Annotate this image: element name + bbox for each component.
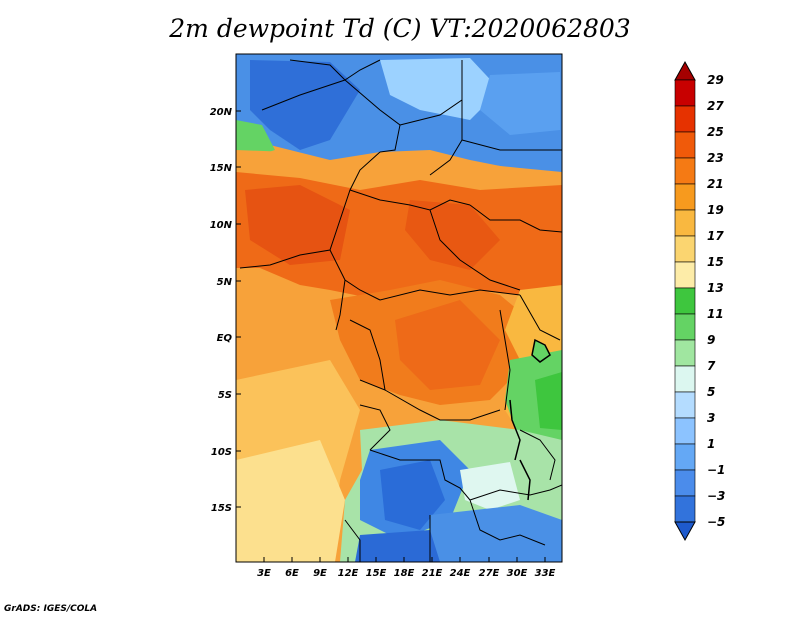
lat-label: 20N xyxy=(210,107,233,118)
colorbar-label: 19 xyxy=(707,203,724,217)
lat-label: 15N xyxy=(210,163,233,174)
colorbar-label: 29 xyxy=(707,73,724,87)
coast-green-region xyxy=(236,120,275,158)
colorbar-segment xyxy=(674,261,696,289)
lon-label: 33E xyxy=(535,568,556,579)
lon-label: 15E xyxy=(366,568,387,579)
lon-label: 21E xyxy=(422,568,443,579)
colorbar-segment xyxy=(674,183,696,211)
sahara-light-region xyxy=(380,58,500,120)
lon-labels: 3E 6E 9E 12E 15E 18E 21E 24E 27E 30E 33E xyxy=(257,568,555,579)
colorbar-label: 9 xyxy=(707,333,716,347)
lon-label: 6E xyxy=(285,568,299,579)
colorbar-label: 17 xyxy=(707,229,724,243)
lat-label: EQ xyxy=(217,333,233,344)
sahara-deep-region xyxy=(250,60,360,150)
lake-green-region xyxy=(535,372,562,430)
colorbar-label: 25 xyxy=(707,125,724,139)
colorbar-label: 27 xyxy=(707,99,724,113)
lon-label: 18E xyxy=(394,568,415,579)
colorbar-label: 15 xyxy=(707,255,724,269)
lat-labels: 20N 15N 10N 5N EQ 5S 10S 15S xyxy=(210,107,233,514)
lon-label: 30E xyxy=(507,568,528,579)
colorbar-segment xyxy=(674,235,696,263)
colorbar-segment xyxy=(674,131,696,159)
coast-pale-region xyxy=(236,440,345,562)
colorbar-segment xyxy=(674,391,696,419)
south-blue-region xyxy=(430,505,562,562)
congo-core-region xyxy=(395,300,500,390)
credit-text: GrADS: IGES/COLA xyxy=(4,604,98,614)
colorbar-segment xyxy=(674,469,696,497)
colorbar-label: −5 xyxy=(707,515,726,529)
colorbar xyxy=(674,60,696,542)
lat-label: 10S xyxy=(211,447,232,458)
south-deep-region xyxy=(380,460,445,530)
lon-label: 12E xyxy=(338,568,359,579)
colorbar-label: 7 xyxy=(707,359,716,373)
colorbar-segment xyxy=(674,313,696,341)
colorbar-segment xyxy=(674,209,696,237)
lon-label: 9E xyxy=(313,568,327,579)
colorbar-segment xyxy=(674,495,696,523)
nile-region xyxy=(480,72,560,135)
colorbar-label: 23 xyxy=(707,151,724,165)
country-borders xyxy=(239,59,562,562)
lon-label: 3E xyxy=(257,568,271,579)
colorbar-segment xyxy=(674,365,696,393)
colorbar-segment xyxy=(674,105,696,133)
colorbar-label: 5 xyxy=(707,385,716,399)
lat-ticks xyxy=(236,110,241,508)
colorbar-segment xyxy=(674,339,696,367)
lat-label: 5N xyxy=(217,277,233,288)
colorbar-label: 13 xyxy=(707,281,724,295)
map-frame xyxy=(235,53,563,563)
colorbar-label: 1 xyxy=(707,437,716,451)
chad-hot-region xyxy=(405,200,500,270)
colorbar-segment xyxy=(674,443,696,471)
lon-ticks xyxy=(263,557,546,562)
colorbar-segment xyxy=(674,287,696,315)
colorbar-segment xyxy=(674,417,696,445)
lake-outlines xyxy=(509,338,551,501)
lat-label: 10N xyxy=(210,220,233,231)
colorbar-label: −3 xyxy=(707,489,726,503)
lat-label: 5S xyxy=(218,390,232,401)
colorbar-segment xyxy=(674,79,696,107)
colorbar-bottom-arrow xyxy=(674,521,696,542)
sahel-transition xyxy=(236,150,562,195)
cape-deep-region xyxy=(355,530,440,562)
chart-title: 2m dewpoint Td (C) VT:2020062803 xyxy=(169,14,631,43)
nigeria-hot-region xyxy=(245,185,350,265)
colorbar-label: 11 xyxy=(707,307,724,321)
lat-label: 15S xyxy=(211,503,232,514)
lon-label: 24E xyxy=(450,568,471,579)
colorbar-label: 21 xyxy=(707,177,724,191)
colorbar-top-arrow xyxy=(674,60,696,81)
colorbar-label: 3 xyxy=(707,411,716,425)
lon-label: 27E xyxy=(479,568,500,579)
color-field xyxy=(236,54,562,562)
colorbar-segment xyxy=(674,157,696,185)
colorbar-label: −1 xyxy=(707,463,726,477)
